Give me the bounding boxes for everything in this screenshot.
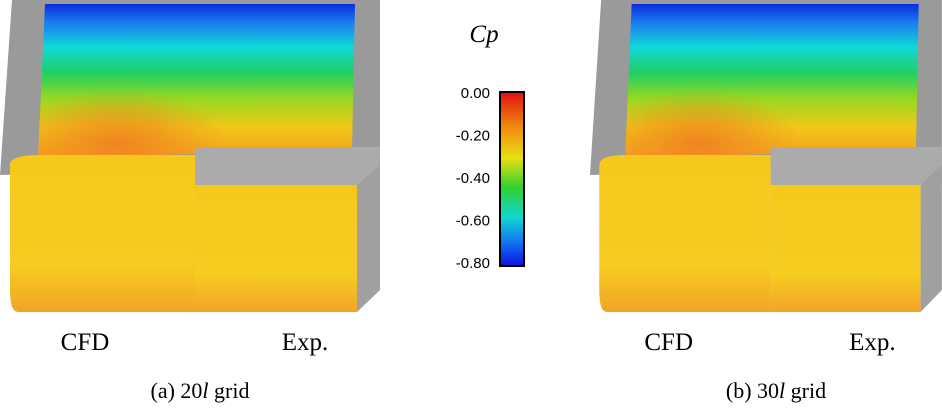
front-exp [771, 185, 921, 312]
contour-panel [0, 0, 380, 312]
colorbar-tick-label: -0.80 [456, 255, 490, 272]
colorbar-ticks: 0.00 -0.20 -0.40 -0.60 -0.80 [456, 85, 490, 272]
ledge [195, 147, 380, 185]
ledge [771, 147, 942, 185]
caption: (b) 30l grid [726, 378, 826, 403]
caption-part: (a) 20 [151, 378, 203, 403]
left-label: CFD [644, 329, 693, 356]
colorbar-title: Cp [469, 21, 498, 48]
front-cfd [599, 155, 770, 312]
side-wall [357, 165, 380, 312]
contour-panel [590, 0, 942, 312]
caption-part: grid [209, 378, 250, 403]
front-cfd [10, 155, 195, 312]
right-label: Exp. [282, 329, 329, 356]
page: {"colorbar": {"title": "Cp", "ticks": ["… [0, 0, 942, 412]
right-label: Exp. [849, 329, 896, 356]
figure: Cp 0.00 -0.20 -0.40 -0.60 -0.80 CFD Exp. (a) 2… [0, 0, 942, 412]
top-surface-overlay [625, 4, 919, 158]
side-wall [921, 165, 942, 312]
left-label: CFD [61, 329, 110, 356]
caption-part: (b) 30 [726, 378, 779, 403]
colorbar [500, 92, 524, 266]
caption: (a) 20l grid [151, 378, 250, 403]
colorbar-tick-label: -0.40 [456, 170, 490, 187]
top-surface-overlay [38, 4, 355, 158]
colorbar-tick-label: 0.00 [461, 85, 490, 102]
front-exp [195, 185, 357, 312]
caption-part: grid [785, 378, 826, 403]
colorbar-tick-label: -0.60 [456, 212, 490, 229]
colorbar-tick-label: -0.20 [456, 127, 490, 144]
